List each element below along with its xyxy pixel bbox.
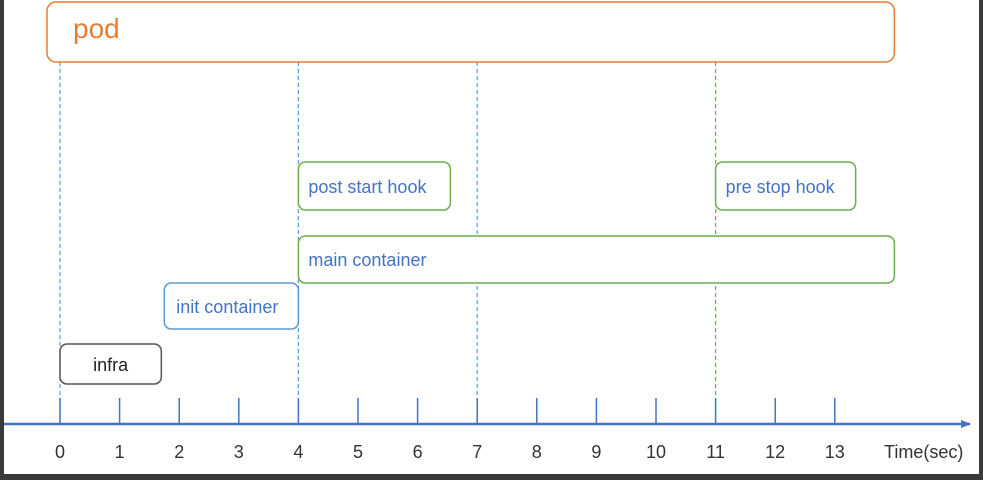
axis-tick-label-6: 6	[413, 442, 423, 462]
main-container-label: main container	[308, 250, 426, 270]
axis-tick-label-3: 3	[234, 442, 244, 462]
post-start-hook-box	[297, 161, 452, 211]
init-container-label: init container	[176, 297, 278, 317]
left-frame-edge	[0, 0, 4, 480]
axis-ticks: 0 1 2 3 4 5 6 7 8 9 10 11 12 13	[55, 398, 845, 462]
axis-tick-label-12: 12	[765, 442, 785, 462]
axis-tick-label-10: 10	[646, 442, 666, 462]
init-container-box	[163, 282, 300, 330]
axis-tick-label-0: 0	[55, 442, 65, 462]
axis-tick-label-1: 1	[115, 442, 125, 462]
axis-tick-label-5: 5	[353, 442, 363, 462]
axis-tick-label-7: 7	[472, 442, 482, 462]
axis-tick-label-11: 11	[706, 442, 725, 462]
pre-stop-hook-box	[714, 161, 857, 211]
post-start-hook-label: post start hook	[308, 177, 427, 197]
pod-box	[46, 1, 896, 63]
axis-tick-label-9: 9	[591, 442, 601, 462]
main-container-box	[297, 235, 896, 284]
axis-tick-label-4: 4	[293, 442, 303, 462]
pre-stop-hook-label: pre stop hook	[726, 177, 836, 197]
axis-tick-label-13: 13	[825, 442, 845, 462]
infra-label: infra	[93, 355, 129, 375]
axis-tick-label-8: 8	[532, 442, 542, 462]
pod-label: pod	[73, 13, 120, 44]
axis-tick-label-2: 2	[174, 442, 184, 462]
infra-box	[59, 343, 163, 385]
right-frame-edge	[979, 0, 983, 480]
time-axis-title: Time(sec)	[884, 442, 963, 462]
bottom-frame-edge	[0, 474, 983, 480]
